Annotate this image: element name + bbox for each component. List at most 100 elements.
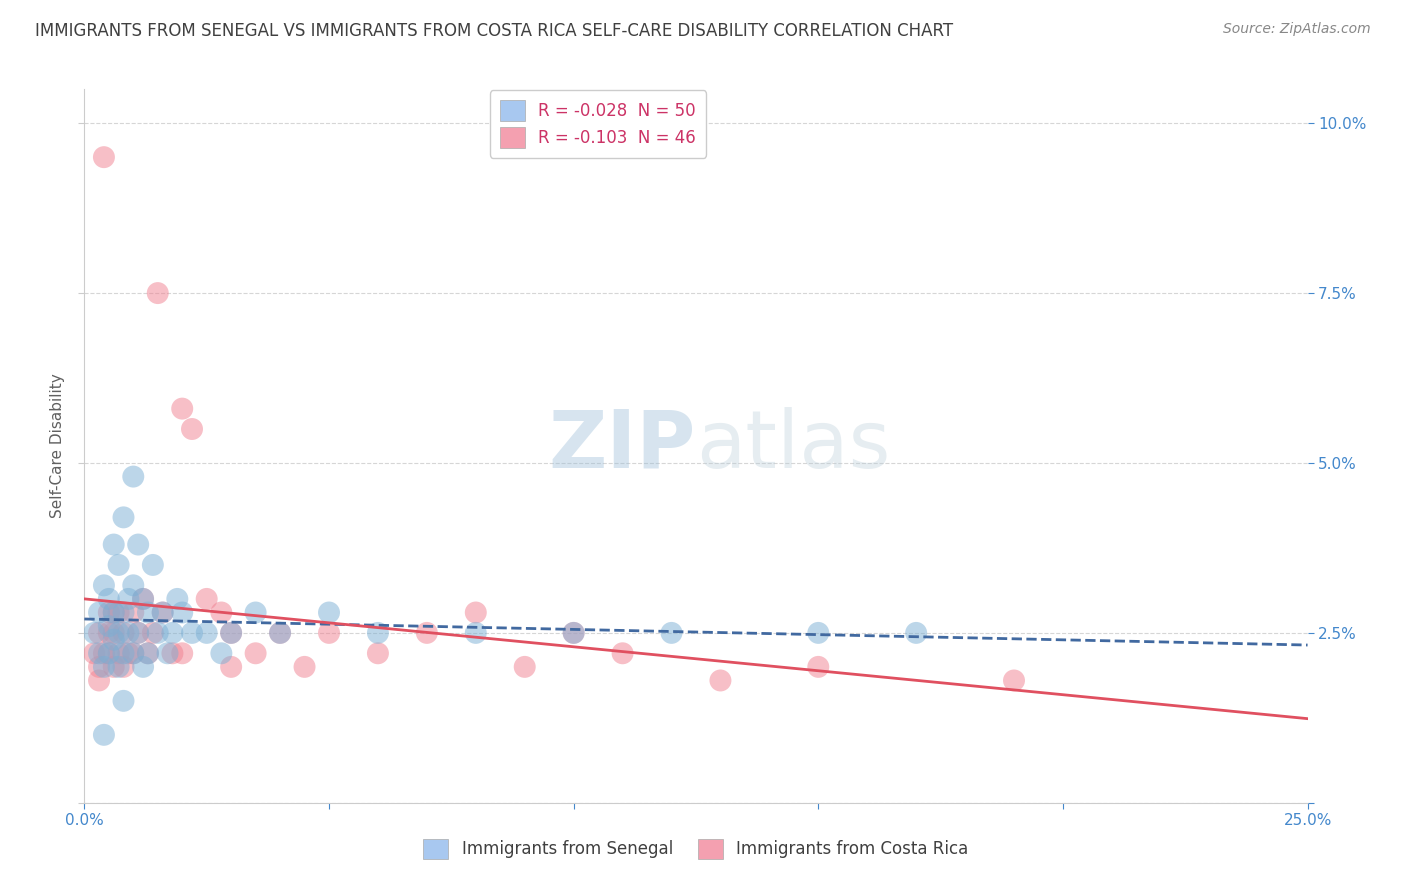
Point	[103, 537, 125, 551]
Point	[269, 626, 291, 640]
Point	[172, 606, 194, 620]
Point	[166, 591, 188, 606]
Point	[142, 626, 165, 640]
Point	[97, 619, 120, 633]
Point	[513, 660, 536, 674]
Point	[107, 606, 129, 620]
Point	[181, 626, 204, 640]
Point	[107, 558, 129, 572]
Point	[112, 660, 135, 674]
Point	[127, 626, 149, 640]
Point	[112, 510, 135, 524]
Point	[132, 591, 155, 606]
Point	[127, 537, 149, 551]
Point	[219, 660, 242, 674]
Point	[112, 606, 135, 620]
Point	[367, 646, 389, 660]
Point	[152, 606, 174, 620]
Point	[93, 646, 115, 660]
Point	[87, 673, 110, 688]
Point	[83, 626, 105, 640]
Point	[87, 626, 110, 640]
Point	[87, 606, 110, 620]
Point	[156, 646, 179, 660]
Point	[152, 606, 174, 620]
Point	[562, 626, 585, 640]
Point	[209, 606, 232, 620]
Text: ZIP: ZIP	[548, 407, 696, 485]
Point	[83, 646, 105, 660]
Point	[162, 646, 184, 660]
Point	[103, 660, 125, 674]
Point	[562, 626, 585, 640]
Point	[136, 646, 159, 660]
Point	[181, 422, 204, 436]
Point	[162, 626, 184, 640]
Point	[103, 606, 125, 620]
Point	[117, 591, 139, 606]
Point	[219, 626, 242, 640]
Point	[612, 646, 634, 660]
Point	[122, 606, 145, 620]
Point	[146, 286, 169, 301]
Point	[112, 694, 135, 708]
Text: Source: ZipAtlas.com: Source: ZipAtlas.com	[1223, 22, 1371, 37]
Point	[661, 626, 683, 640]
Point	[709, 673, 731, 688]
Point	[807, 660, 830, 674]
Point	[172, 646, 194, 660]
Point	[122, 646, 145, 660]
Point	[127, 626, 149, 640]
Point	[172, 401, 194, 416]
Point	[122, 469, 145, 483]
Point	[269, 626, 291, 640]
Point	[122, 578, 145, 592]
Point	[107, 660, 129, 674]
Point	[905, 626, 928, 640]
Point	[117, 626, 139, 640]
Point	[103, 606, 125, 620]
Point	[1002, 673, 1025, 688]
Point	[136, 646, 159, 660]
Point	[97, 646, 120, 660]
Point	[87, 646, 110, 660]
Text: IMMIGRANTS FROM SENEGAL VS IMMIGRANTS FROM COSTA RICA SELF-CARE DISABILITY CORRE: IMMIGRANTS FROM SENEGAL VS IMMIGRANTS FR…	[35, 22, 953, 40]
Point	[97, 606, 120, 620]
Point	[146, 626, 169, 640]
Point	[132, 591, 155, 606]
Point	[195, 591, 218, 606]
Point	[245, 646, 267, 660]
Point	[318, 606, 340, 620]
Point	[87, 660, 110, 674]
Point	[132, 660, 155, 674]
Point	[464, 606, 486, 620]
Point	[807, 626, 830, 640]
Point	[219, 626, 242, 640]
Point	[142, 558, 165, 572]
Point	[93, 578, 115, 592]
Point	[416, 626, 439, 640]
Point	[103, 626, 125, 640]
Point	[122, 646, 145, 660]
Point	[136, 606, 159, 620]
Point	[112, 646, 135, 660]
Point	[103, 632, 125, 647]
Point	[195, 626, 218, 640]
Point	[245, 606, 267, 620]
Point	[294, 660, 316, 674]
Point	[107, 626, 129, 640]
Point	[97, 646, 120, 660]
Point	[112, 626, 135, 640]
Text: atlas: atlas	[696, 407, 890, 485]
Point	[318, 626, 340, 640]
Point	[97, 626, 120, 640]
Point	[209, 646, 232, 660]
Y-axis label: Self-Care Disability: Self-Care Disability	[51, 374, 65, 518]
Point	[464, 626, 486, 640]
Point	[97, 591, 120, 606]
Legend: Immigrants from Senegal, Immigrants from Costa Rica: Immigrants from Senegal, Immigrants from…	[416, 832, 976, 866]
Point	[93, 150, 115, 164]
Point	[117, 646, 139, 660]
Point	[93, 660, 115, 674]
Point	[367, 626, 389, 640]
